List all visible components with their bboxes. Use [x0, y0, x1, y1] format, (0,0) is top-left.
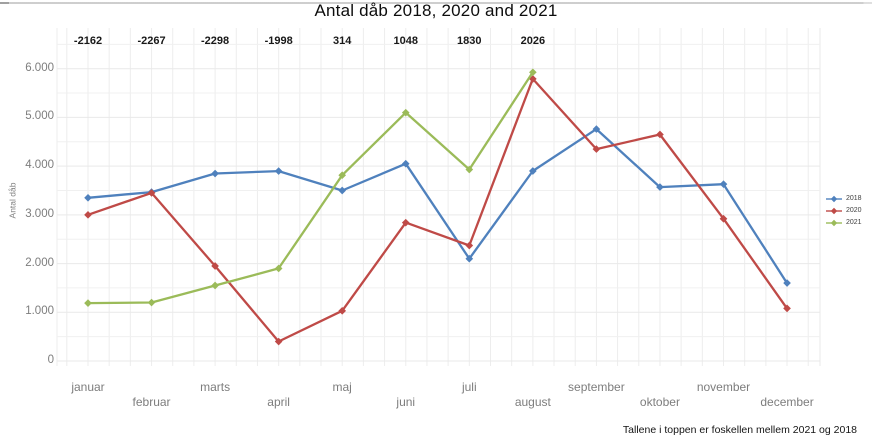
legend-item-2020: 2020: [826, 205, 862, 216]
data-point-2018: [211, 169, 219, 178]
y-tick-label: 5.000: [25, 110, 54, 123]
data-point-2020: [84, 211, 92, 219]
chart-footnote: Tallene i toppen er foskellen mellem 202…: [622, 424, 857, 436]
y-axis-title: Antal dåb: [7, 182, 18, 219]
x-tick-label: maj: [332, 380, 352, 394]
x-tick-label: august: [514, 395, 551, 409]
data-point-2018: [719, 180, 728, 188]
diff-label: 2026: [520, 35, 546, 47]
data-point-2020: [719, 214, 728, 223]
data-point-2021: [211, 281, 219, 290]
series-line-2018: [86, 127, 789, 285]
x-tick-label: juni: [396, 395, 416, 409]
chart-title: Antal dåb 2018, 2020 and 2021: [314, 1, 558, 20]
x-tick-label: april: [267, 395, 290, 409]
data-point-2020: [529, 75, 537, 83]
diff-label: 314: [333, 35, 352, 47]
data-point-2018: [783, 279, 791, 287]
data-point-2018: [274, 167, 283, 175]
legend-item-2021: 2021: [826, 217, 862, 228]
y-tick-label: 2.000: [25, 256, 54, 269]
legend: 2018 2020 2021: [826, 193, 862, 228]
diff-label: 1830: [457, 35, 482, 47]
data-point-2018: [401, 159, 410, 168]
legend-item-2018: 2018: [826, 193, 862, 204]
diff-label: -1998: [264, 35, 293, 47]
data-point-2020: [465, 241, 474, 250]
legend-label: 2021: [846, 219, 862, 226]
x-tick-label: februar: [132, 395, 171, 409]
legend-label: 2018: [846, 195, 862, 202]
data-point-2020: [274, 337, 283, 346]
y-tick-label: 4.000: [25, 159, 54, 172]
data-point-2021: [84, 299, 92, 307]
data-point-2018: [338, 186, 347, 195]
legend-marker-icon: [826, 219, 842, 226]
x-tick-label: marts: [200, 380, 231, 394]
image-border: [0, 2, 872, 4]
x-tick-label: september: [568, 380, 625, 394]
x-tick-label: juli: [461, 380, 477, 394]
data-point-2020: [656, 130, 664, 139]
data-point-2018: [529, 167, 537, 175]
series-2021: [84, 68, 537, 307]
y-tick-label: 0: [47, 354, 54, 366]
series-2018: [84, 125, 791, 287]
gridlines: [56, 28, 821, 366]
x-tick-label: december: [760, 395, 814, 409]
data-point-2021: [529, 68, 537, 77]
y-tick-label: 6.000: [25, 61, 54, 74]
x-tick-label: oktober: [639, 395, 680, 409]
data-point-2020: [783, 304, 791, 313]
data-point-2020: [147, 189, 156, 197]
series-line-2021: [86, 71, 534, 305]
diff-label: -2267: [137, 35, 166, 47]
data-point-2021: [147, 298, 156, 307]
series-2020: [84, 75, 791, 346]
diff-label: 1048: [393, 35, 418, 47]
x-tick-label: januar: [71, 380, 105, 394]
legend-marker-icon: [826, 195, 842, 202]
data-point-2021: [274, 264, 283, 273]
data-point-2020: [592, 145, 601, 153]
data-point-2020: [338, 306, 347, 315]
data-point-2021: [338, 171, 347, 180]
data-point-2020: [211, 262, 219, 270]
data-point-2018: [84, 193, 92, 202]
diff-label: -2162: [73, 35, 103, 47]
data-point-2021: [401, 108, 410, 117]
diff-label: -2298: [201, 35, 230, 47]
data-point-2018: [592, 125, 601, 133]
x-tick-label: november: [696, 380, 751, 394]
legend-label: 2020: [846, 207, 862, 214]
y-tick-label: 1.000: [25, 305, 54, 318]
data-point-2020: [401, 218, 410, 227]
y-tick-label: 3.000: [25, 207, 54, 220]
data-point-2018: [656, 183, 664, 191]
data-point-2021: [465, 165, 474, 174]
series-line-2020: [86, 77, 789, 343]
legend-marker-icon: [826, 207, 842, 214]
data-point-2018: [465, 254, 474, 263]
